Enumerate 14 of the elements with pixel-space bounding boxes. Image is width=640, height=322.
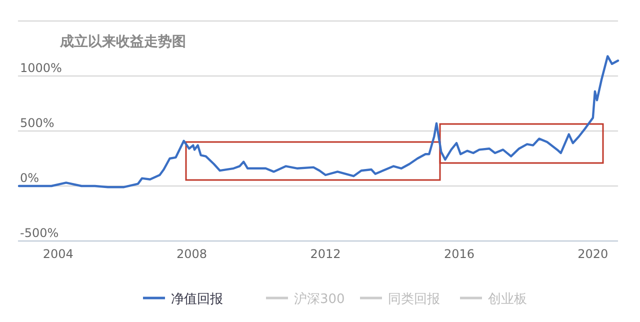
legend-label: 沪深300	[294, 291, 345, 307]
x-tick-label: 2012	[310, 247, 341, 261]
legend-label: 创业板	[488, 292, 527, 307]
x-tick-label: 2004	[42, 247, 74, 261]
y-tick-label: 500%	[20, 116, 54, 130]
legend-label: 净值回报	[171, 292, 223, 307]
y-tick-label: 0%	[20, 171, 40, 185]
y-tick-label: -500%	[20, 226, 59, 240]
legend-label: 同类回报	[388, 292, 440, 307]
x-tick-label: 2020	[578, 247, 608, 261]
text: 成立以来收益走势图	[59, 33, 186, 50]
x-tick-label: 2008	[176, 247, 208, 261]
x-tick-label: 2016	[444, 247, 474, 261]
y-tick-label: 1000%	[20, 61, 62, 75]
